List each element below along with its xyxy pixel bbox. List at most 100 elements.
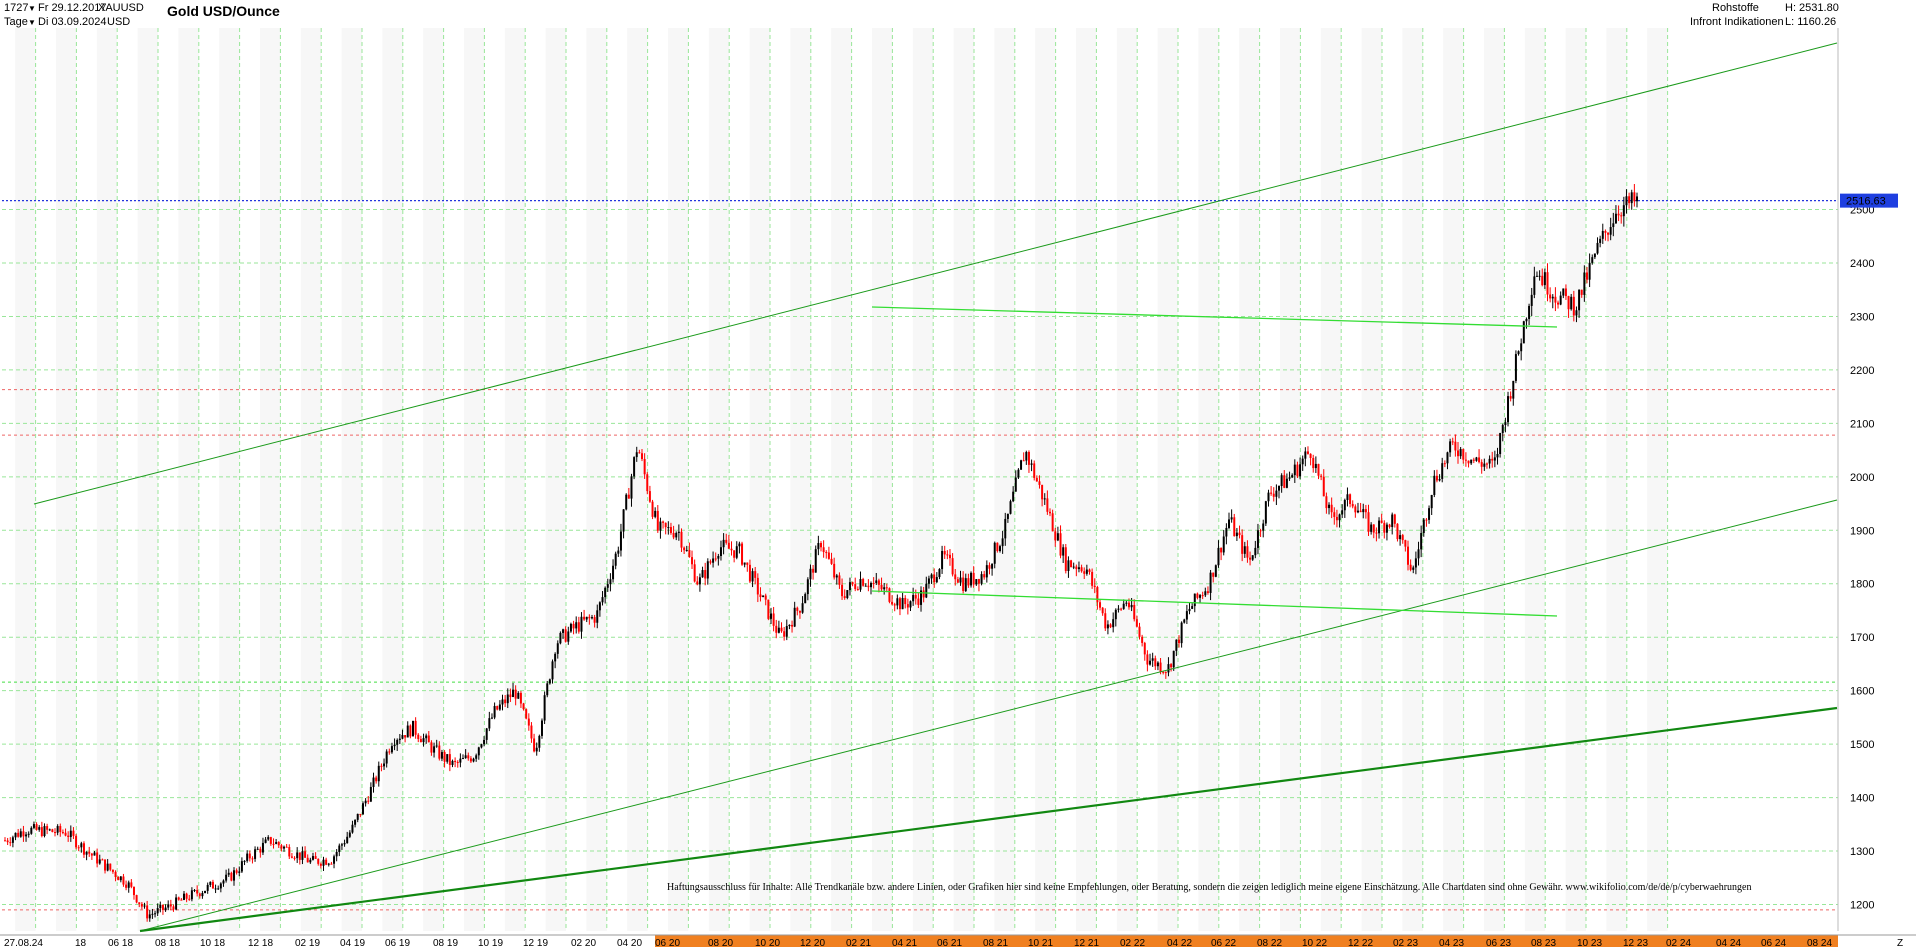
candle xyxy=(590,614,593,620)
candle xyxy=(9,837,12,847)
chart-title: Gold USD/Ounce xyxy=(167,3,280,19)
candle xyxy=(280,843,283,852)
grid xyxy=(2,28,1838,931)
candle xyxy=(1275,484,1278,506)
candle xyxy=(1122,599,1125,610)
candle xyxy=(264,836,267,844)
candle xyxy=(817,535,820,556)
candle xyxy=(1006,513,1009,523)
candle xyxy=(1496,447,1499,465)
candle xyxy=(1551,294,1554,309)
candle xyxy=(425,733,428,744)
x-tick-label: 08 24 xyxy=(1807,938,1832,948)
candle xyxy=(459,753,462,768)
candle xyxy=(209,881,212,888)
candle xyxy=(85,851,88,861)
candle xyxy=(1051,509,1054,532)
candle xyxy=(517,691,520,700)
candle xyxy=(922,586,925,603)
candle xyxy=(1572,290,1575,322)
candle xyxy=(1101,607,1104,616)
period-select[interactable]: Tage xyxy=(4,16,28,28)
candle xyxy=(556,640,559,659)
candle xyxy=(719,540,722,561)
candle xyxy=(22,825,25,842)
candle xyxy=(269,836,272,846)
candle xyxy=(788,624,791,630)
candle xyxy=(275,839,278,845)
candle xyxy=(709,559,712,565)
candle xyxy=(106,859,109,872)
candle xyxy=(648,485,651,503)
background-band xyxy=(96,28,118,931)
candle xyxy=(61,829,64,835)
bars-count: 1727 xyxy=(4,2,29,14)
candle xyxy=(741,541,744,566)
candle xyxy=(946,550,949,560)
candle xyxy=(525,708,528,720)
x-tick-label: 10 19 xyxy=(478,938,503,948)
candle xyxy=(680,528,683,552)
candle xyxy=(1254,540,1257,559)
candle xyxy=(196,885,199,897)
candle xyxy=(330,861,333,865)
background-band xyxy=(1116,28,1138,931)
candle xyxy=(1233,513,1236,537)
candle xyxy=(1235,527,1238,541)
candle xyxy=(1546,263,1549,302)
candle xyxy=(361,801,364,815)
candle xyxy=(1380,513,1383,524)
candle xyxy=(933,568,936,588)
candle xyxy=(1067,556,1070,578)
candle xyxy=(654,507,657,519)
candle xyxy=(1591,254,1594,265)
candle xyxy=(480,743,483,749)
candle xyxy=(598,601,601,617)
candle xyxy=(938,568,941,580)
candle xyxy=(1333,507,1336,525)
candle xyxy=(754,566,757,585)
candle xyxy=(977,578,980,592)
candle xyxy=(862,577,865,587)
candle xyxy=(188,894,191,901)
candle xyxy=(1457,442,1460,464)
candle xyxy=(398,734,401,745)
candle xyxy=(954,568,957,586)
candle xyxy=(401,729,404,740)
candle xyxy=(1609,217,1612,241)
candle xyxy=(883,582,886,595)
candle xyxy=(1383,520,1386,539)
background-band xyxy=(953,28,974,931)
candle xyxy=(672,525,675,540)
candle xyxy=(1630,189,1633,210)
candle xyxy=(335,849,338,862)
candle xyxy=(11,835,14,848)
candle xyxy=(738,541,741,554)
chevron-down-icon[interactable]: ▼ xyxy=(28,4,36,13)
candle xyxy=(1043,493,1046,505)
candle xyxy=(443,750,446,768)
x-tick-label: 06 23 xyxy=(1486,938,1511,948)
candle xyxy=(59,823,62,837)
candle xyxy=(485,727,488,744)
candle xyxy=(767,599,770,621)
candle xyxy=(1549,287,1552,303)
candle xyxy=(677,524,680,541)
x-axis: 27.08.24 18 06 18 08 18 10 18 12 18 02 19 04 19… xyxy=(0,934,1916,948)
candle xyxy=(6,837,9,846)
candle xyxy=(343,839,346,847)
candle xyxy=(935,572,938,584)
candle xyxy=(596,604,599,629)
candle xyxy=(1170,663,1173,672)
candle xyxy=(311,852,314,861)
candle xyxy=(177,896,180,901)
candle xyxy=(735,541,738,560)
candle xyxy=(435,739,438,748)
candle xyxy=(1196,592,1199,600)
chevron-down-icon[interactable]: ▼ xyxy=(28,18,36,27)
candle xyxy=(404,734,407,743)
candle xyxy=(159,901,162,913)
candle xyxy=(1143,641,1146,661)
x-tick-label: 06 21 xyxy=(937,938,962,948)
